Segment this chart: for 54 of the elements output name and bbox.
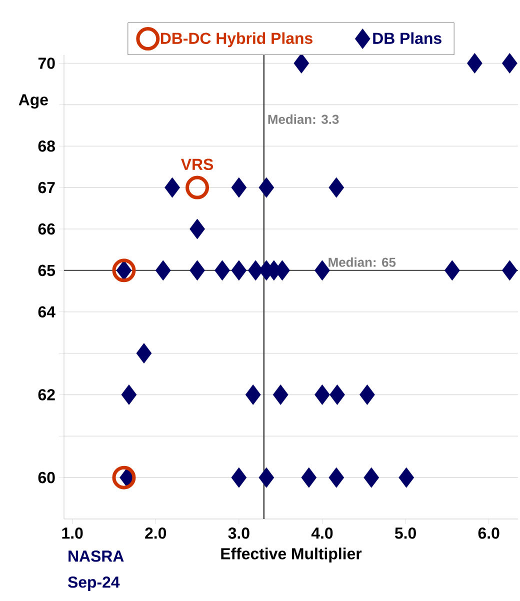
annotation: VRS: [181, 158, 214, 170]
point: [328, 177, 344, 198]
y-axis-title: Age: [18, 94, 48, 109]
point: [245, 384, 261, 405]
point: [231, 467, 247, 488]
x-tick-label: 5.0: [394, 528, 416, 539]
point: [314, 260, 330, 281]
point: [116, 260, 132, 281]
point: [360, 384, 375, 405]
point: [186, 176, 210, 200]
point: [190, 260, 205, 281]
point: [466, 53, 482, 74]
ref-line-label: Median: 65: [328, 257, 396, 267]
y-tick-label: 66: [38, 223, 55, 235]
point: [314, 384, 330, 405]
text: Sep-24: [68, 576, 120, 591]
point: [444, 260, 460, 281]
point: [214, 260, 230, 281]
x-tick-label: 2.0: [145, 528, 166, 539]
point: [272, 384, 288, 405]
point: [155, 260, 171, 281]
x-tick-label: 3.0: [228, 528, 250, 539]
text: NASRA: [68, 550, 124, 562]
point: [164, 177, 180, 198]
y-tick-label: 60: [38, 472, 55, 484]
x-tick-label: 4.0: [311, 528, 333, 539]
point: [112, 258, 136, 282]
point: [112, 466, 136, 490]
point: [364, 467, 380, 488]
y-tick-label: 64: [38, 306, 56, 318]
point: [301, 467, 317, 488]
y-tick-label: 62: [38, 389, 55, 400]
x-tick-label: 1.0: [62, 528, 83, 539]
x-tick-label: 6.0: [478, 528, 500, 539]
point: [258, 177, 274, 198]
legend-label: DB Plans: [373, 32, 442, 44]
point: [231, 260, 247, 281]
point: [136, 343, 152, 364]
point: [330, 384, 345, 405]
point: [231, 177, 247, 198]
y-tick-label: 67: [38, 182, 55, 194]
point: [258, 467, 274, 488]
point: [248, 260, 264, 281]
legend-label: DB-DC Hybrid Plans: [160, 32, 312, 48]
point: [190, 218, 205, 240]
x-axis-title: Effective Multiplier: [221, 548, 362, 563]
y-tick-label: 65: [38, 264, 56, 276]
point: [121, 384, 137, 405]
point: [328, 467, 344, 488]
point: [294, 53, 310, 74]
ref-line-label: Median: 3.3: [268, 114, 339, 124]
y-tick-label: 70: [38, 58, 55, 69]
y-tick-label: 68: [38, 140, 55, 152]
point: [398, 467, 414, 488]
